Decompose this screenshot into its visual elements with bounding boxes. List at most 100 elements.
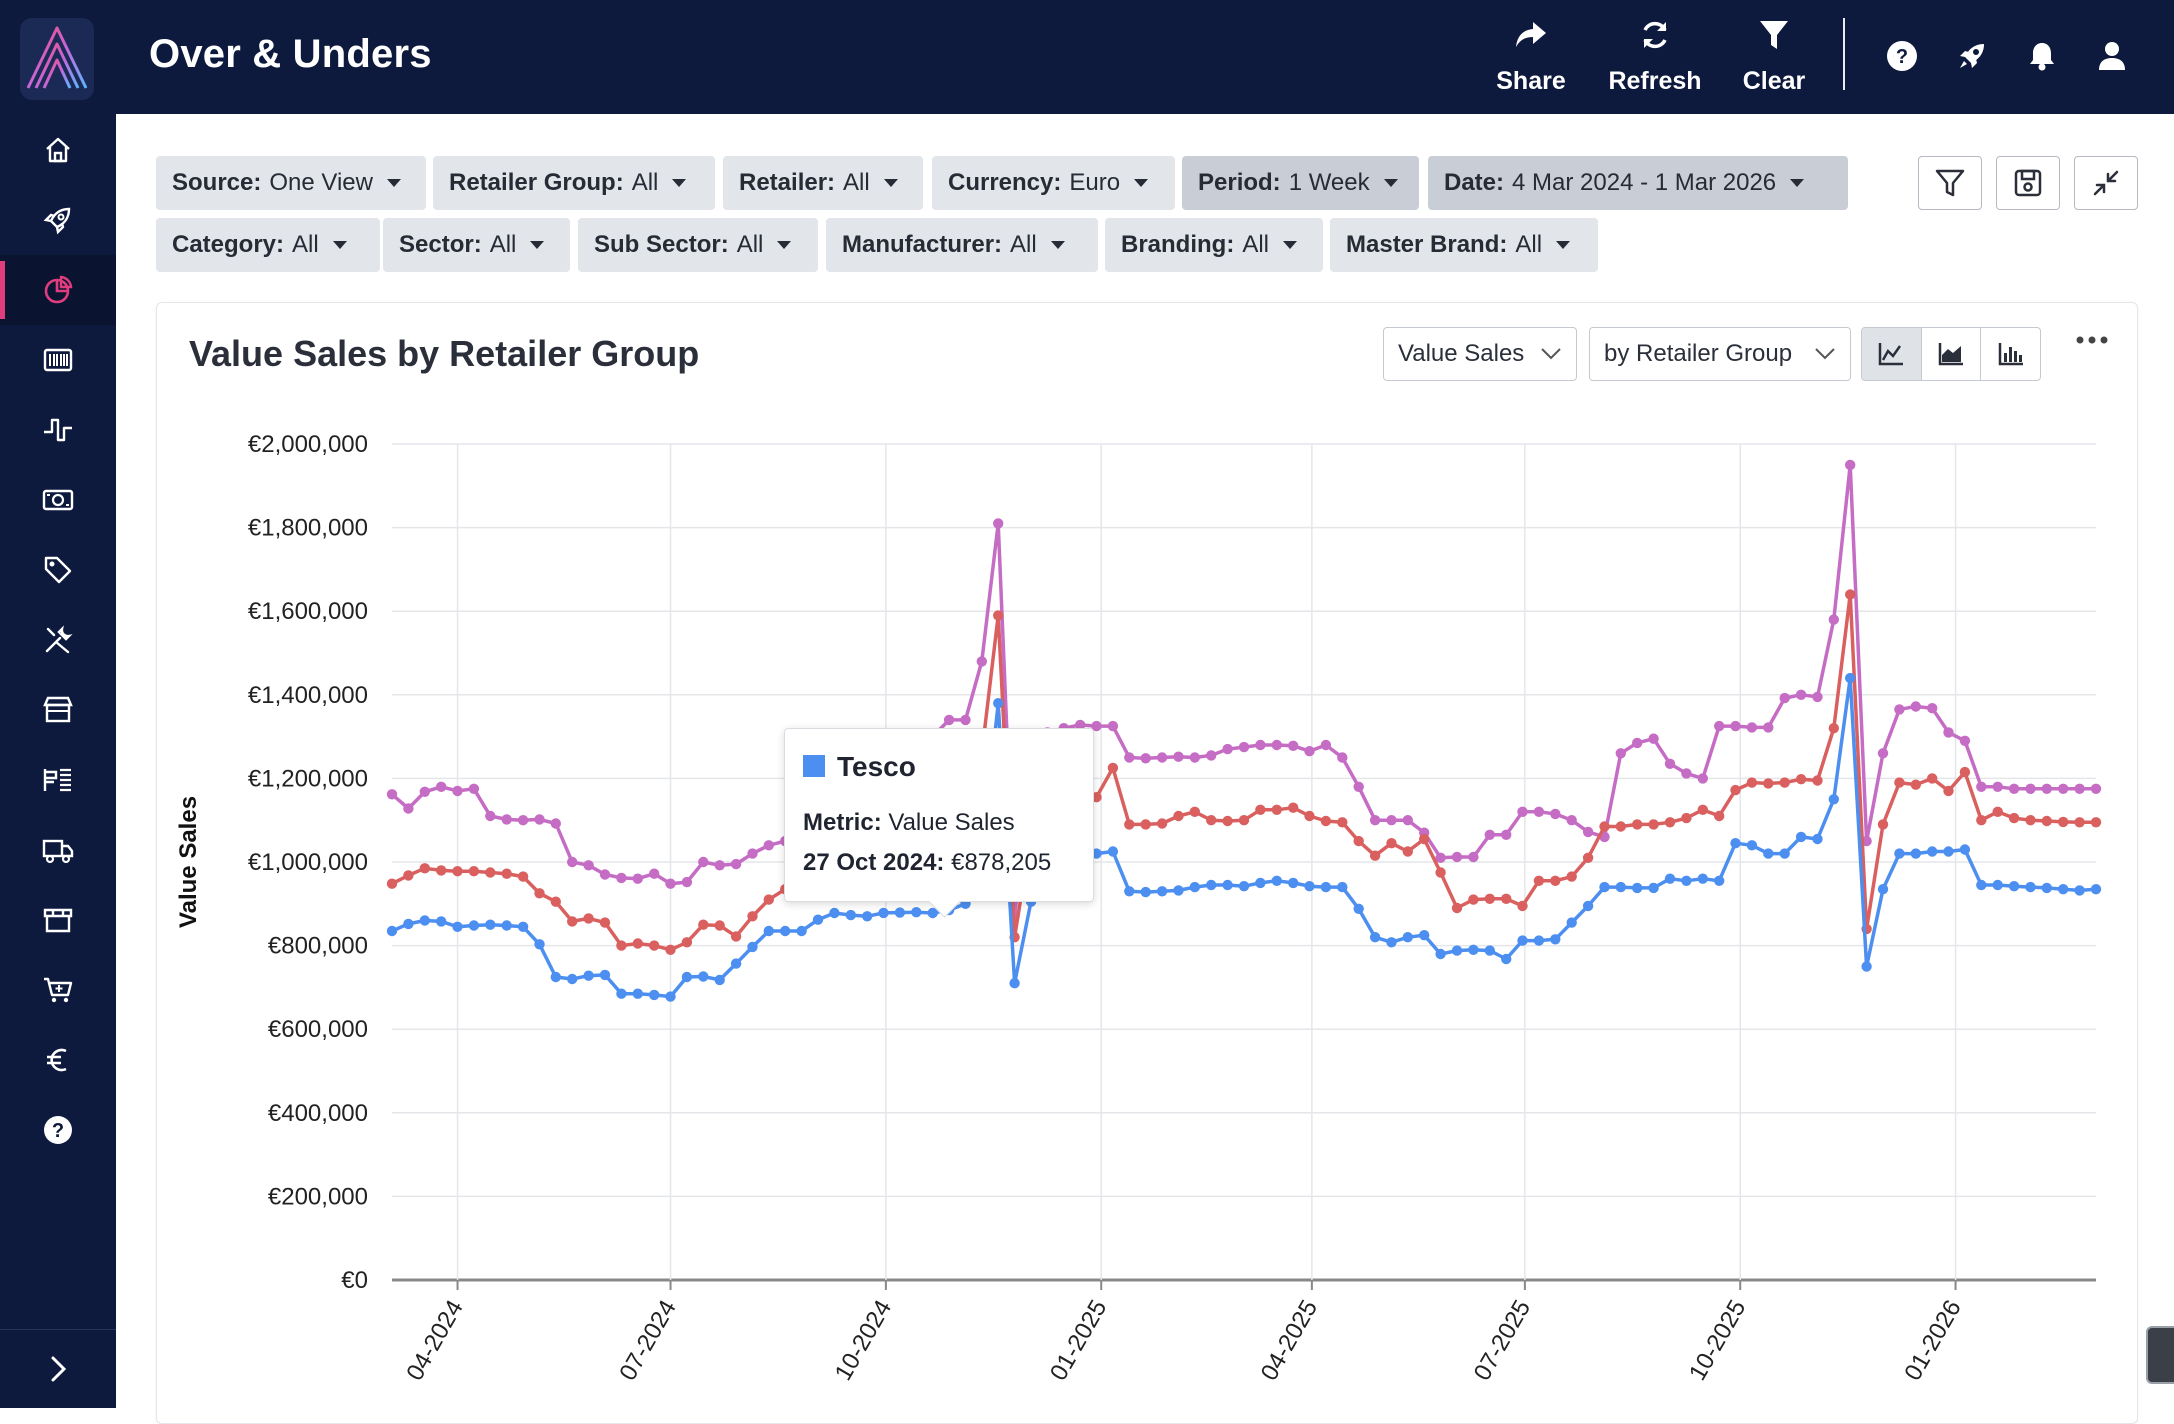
sidebar-item-cart[interactable] (0, 955, 116, 1025)
area-chart-button[interactable] (1922, 328, 1982, 380)
chart-tooltip: Tesco Metric: Value Sales 27 Oct 2024: €… (784, 728, 1094, 902)
bell-icon (2030, 43, 2054, 71)
filter-value: 1 Week (1288, 169, 1370, 196)
chart-card: Value Sales by Retailer Group Value Sale… (156, 302, 2138, 1424)
filter-value: All (1242, 231, 1269, 258)
filter-period[interactable]: Period: 1 Week (1182, 156, 1419, 210)
tooltip-date-label: 27 Oct 2024: (803, 849, 945, 876)
filter-key: Sub Sector: (594, 231, 729, 258)
caret-down-icon (1556, 241, 1571, 249)
app-logo[interactable] (20, 18, 94, 100)
filter-master-brand[interactable]: Master Brand: All (1330, 218, 1598, 272)
filter-value: All (1515, 231, 1543, 258)
filter-key: Manufacturer: (842, 231, 1003, 258)
sidebar-item-pie-chart[interactable] (0, 255, 116, 325)
filter-value: All (736, 231, 764, 258)
refresh-button[interactable]: Refresh (1590, 18, 1720, 96)
filter-sub-sector[interactable]: Sub Sector: All (578, 218, 818, 272)
sidebar-item-storefront[interactable] (0, 885, 116, 955)
filter-value: Euro (1069, 169, 1121, 196)
sidebar-item-home[interactable] (0, 115, 116, 185)
collapse-button[interactable] (2074, 156, 2138, 210)
caret-down-icon (1383, 179, 1398, 187)
metric-select[interactable]: Value Sales (1383, 327, 1577, 381)
page-title: Over & Unders (149, 32, 432, 76)
save-view-button[interactable] (1996, 156, 2060, 210)
topbar-divider (1843, 18, 1845, 90)
sidebar-item-euro[interactable] (0, 1025, 116, 1095)
filter-value: All (1010, 231, 1037, 258)
save-icon (2014, 169, 2042, 197)
pie-chart-icon (44, 275, 73, 304)
sidebar-item-barcode[interactable] (0, 325, 116, 395)
store-icon (43, 696, 73, 723)
tooltip-date: 27 Oct 2024: €878,205 (803, 849, 1051, 877)
bar-chart-button[interactable] (1981, 328, 2040, 380)
tag-icon (44, 556, 72, 584)
share-button[interactable]: Share (1476, 18, 1586, 96)
sidebar-item-truck[interactable] (0, 815, 116, 885)
shelf-icon (43, 768, 71, 792)
sidebar-item-tools[interactable] (0, 605, 116, 675)
filter-sector[interactable]: Sector: All (383, 218, 570, 272)
sidebar-item-shelf[interactable] (0, 745, 116, 815)
filter-manufacturer[interactable]: Manufacturer: All (826, 218, 1098, 272)
filter-date[interactable]: Date: 4 Mar 2024 - 1 Mar 2026 (1428, 156, 1848, 210)
sidebar-item-rocket[interactable] (0, 185, 116, 255)
sidebar-item-cash[interactable] (0, 465, 116, 535)
help-icon: ? (1887, 41, 1917, 71)
sidebar-expand-button[interactable] (0, 1329, 116, 1408)
filter-retailer-group[interactable]: Retailer Group: All (433, 156, 715, 210)
user-icon (2099, 42, 2125, 70)
filter-key: Branding: (1121, 231, 1235, 258)
pulse-icon (44, 418, 72, 442)
chevron-right-icon (51, 1356, 67, 1382)
share-icon (1516, 22, 1546, 47)
filter-branding[interactable]: Branding: All (1105, 218, 1323, 272)
user-menu-button[interactable] (2094, 38, 2130, 74)
caret-down-icon (777, 241, 792, 249)
filter-key: Retailer Group: (449, 169, 624, 196)
tooltip-metric-label: Metric: (803, 809, 882, 836)
filter-value: 4 Mar 2024 - 1 Mar 2026 (1512, 169, 1777, 196)
chart-type-toggle (1861, 327, 2041, 381)
caret-down-icon (883, 179, 898, 187)
filter-retailer[interactable]: Retailer: All (723, 156, 923, 210)
filter-key: Master Brand: (1346, 231, 1508, 258)
topbar: Over & Unders Share Refresh Clear ? (116, 0, 2174, 114)
help-button[interactable]: ? (1884, 38, 1920, 74)
scroll-handle[interactable] (2146, 1326, 2174, 1384)
filter-key: Source: (172, 169, 262, 196)
line-chart-icon (1879, 343, 1904, 366)
more-horizontal-icon (2076, 336, 2108, 344)
filter-currency[interactable]: Currency: Euro (932, 156, 1175, 210)
rocket-icon (43, 207, 71, 235)
truck-icon (42, 839, 74, 864)
whats-new-button[interactable] (1954, 38, 1990, 74)
sidebar-item-store[interactable] (0, 675, 116, 745)
clear-button[interactable]: Clear (1724, 18, 1824, 96)
chevron-down-icon (1815, 348, 1835, 360)
tooltip-date-value: €878,205 (951, 849, 1052, 876)
group-by-select[interactable]: by Retailer Group (1589, 327, 1851, 381)
line-chart-button[interactable] (1862, 328, 1922, 380)
sidebar-item-tag[interactable] (0, 535, 116, 605)
filter-key: Retailer: (739, 169, 836, 196)
filter-value: All (489, 231, 517, 258)
svg-text:?: ? (1896, 46, 1908, 68)
svg-text:?: ? (52, 1120, 64, 1142)
filter-value: One View (269, 169, 373, 196)
sidebar-item-pulse[interactable] (0, 395, 116, 465)
cash-icon (42, 489, 74, 511)
more-options-button[interactable] (2075, 333, 2109, 352)
notifications-button[interactable] (2024, 38, 2060, 74)
chevron-down-icon (1541, 348, 1561, 360)
filter-source[interactable]: Source: One View (156, 156, 426, 210)
caret-down-icon (386, 179, 401, 187)
caret-down-icon (1050, 241, 1065, 249)
caret-down-icon (530, 241, 545, 249)
filter-category[interactable]: Category: All (156, 218, 380, 272)
sidebar-item-help[interactable]: ? (0, 1095, 116, 1165)
filter-outline-icon (1935, 169, 1965, 197)
filter-toggle-button[interactable] (1918, 156, 1982, 210)
